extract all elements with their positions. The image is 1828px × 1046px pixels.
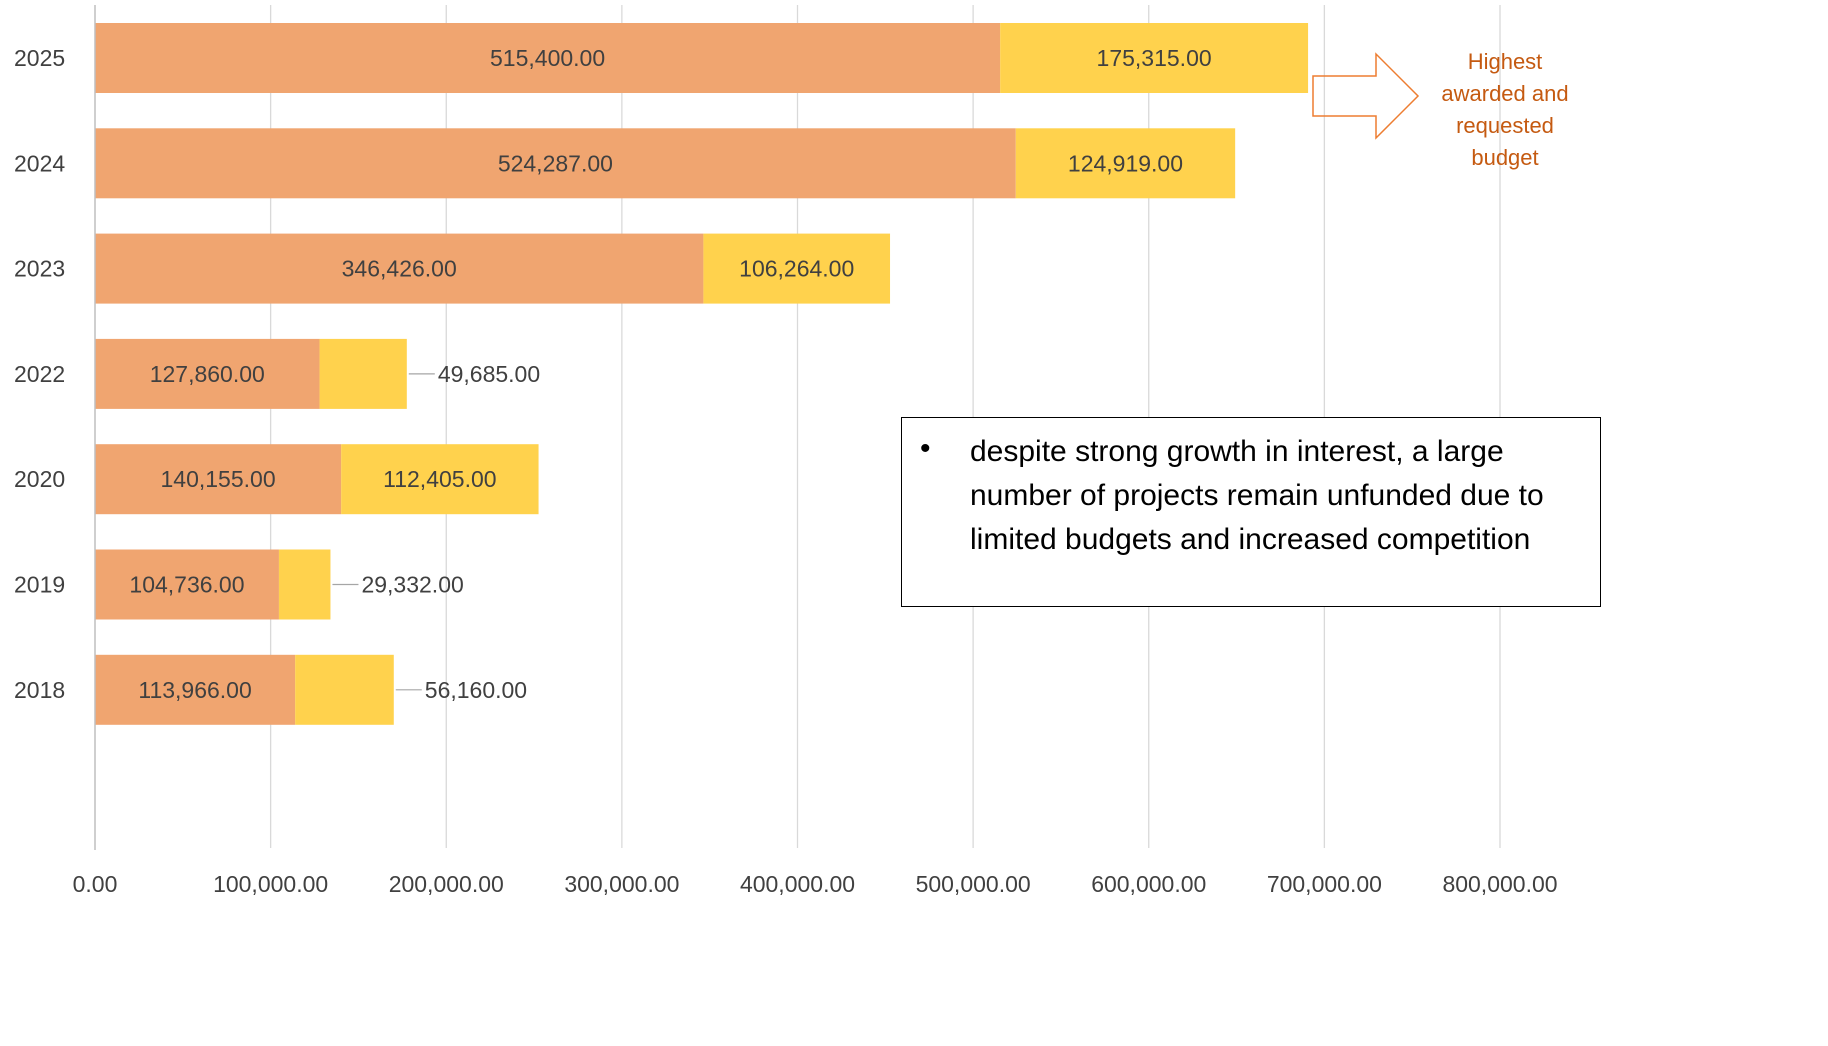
bar-segment-series-0 [95, 444, 342, 515]
callout-text: Highest awarded and requested budget [1430, 46, 1580, 174]
bar-segment-series-1 [1015, 128, 1236, 199]
data-label-series-1: 106,264.00 [739, 256, 854, 282]
x-tick-label: 400,000.00 [740, 871, 855, 897]
x-tick-label: 700,000.00 [1267, 871, 1382, 897]
note-text: despite strong growth in interest, a lar… [970, 435, 1544, 556]
callout-line: Highest [1467, 49, 1543, 74]
x-tick-label: 500,000.00 [916, 871, 1031, 897]
x-tick-label: 100,000.00 [213, 871, 328, 897]
y-tick-label: 2024 [14, 150, 65, 176]
callout-arrow-icon [1312, 52, 1420, 140]
data-label-series-0: 113,966.00 [138, 677, 251, 703]
bar-segment-series-0 [95, 233, 704, 304]
bar-segment-series-0 [95, 128, 1016, 199]
bar-segment-series-1 [295, 654, 394, 725]
data-label-series-0: 515,400.00 [490, 45, 605, 71]
data-label-series-0: 104,736.00 [129, 572, 244, 598]
bar-segment-series-0 [95, 654, 296, 725]
data-label-series-0: 346,426.00 [342, 256, 457, 282]
y-tick-label: 2022 [14, 361, 65, 387]
data-label-series-0: 127,860.00 [150, 361, 265, 387]
callout-line: awarded and [1441, 81, 1569, 106]
bar-segment-series-1 [1000, 23, 1309, 93]
y-tick-label: 2019 [14, 572, 65, 598]
callout-line: requested [1456, 113, 1554, 138]
x-tick-label: 600,000.00 [1091, 871, 1206, 897]
y-axis-ticks: 2025 2024 2023 2022 2020 2019 2018 [14, 45, 65, 703]
bar-segment-series-0 [95, 549, 279, 620]
bars [95, 23, 1309, 725]
note-bullet: • [920, 432, 931, 465]
bar-segment-series-1 [341, 444, 539, 515]
data-label-series-1: 49,685.00 [438, 361, 540, 387]
bar-segment-series-0 [95, 338, 320, 409]
x-tick-label: 200,000.00 [389, 871, 504, 897]
y-tick-label: 2018 [14, 677, 65, 703]
data-label-series-1: 175,315.00 [1097, 45, 1212, 71]
data-label-series-0: 524,287.00 [498, 150, 613, 176]
y-tick-label: 2020 [14, 466, 65, 492]
x-tick-label: 0.00 [73, 871, 118, 897]
bar-segment-series-1 [703, 233, 891, 304]
data-labels: 515,400.00 175,315.00 524,287.00 124,919.00… [129, 45, 1211, 703]
data-label-series-1: 112,405.00 [383, 466, 496, 492]
data-label-series-1: 124,919.00 [1068, 150, 1183, 176]
x-tick-label: 300,000.00 [564, 871, 679, 897]
y-tick-label: 2025 [14, 45, 65, 71]
bar-segment-series-1 [319, 338, 407, 409]
bar-segment-series-1 [278, 549, 331, 620]
note-box: • despite strong growth in interest, a l… [901, 417, 1601, 607]
x-tick-label: 800,000.00 [1442, 871, 1557, 897]
callout-line: budget [1471, 145, 1539, 170]
bar-segment-series-0 [95, 23, 1001, 93]
y-tick-label: 2023 [14, 256, 65, 282]
x-axis-ticks: 0.00 100,000.00 200,000.00 300,000.00 400,00… [73, 871, 1558, 897]
data-label-series-1: 29,332.00 [361, 572, 463, 598]
data-label-series-1: 56,160.00 [425, 677, 527, 703]
data-label-series-0: 140,155.00 [161, 466, 276, 492]
